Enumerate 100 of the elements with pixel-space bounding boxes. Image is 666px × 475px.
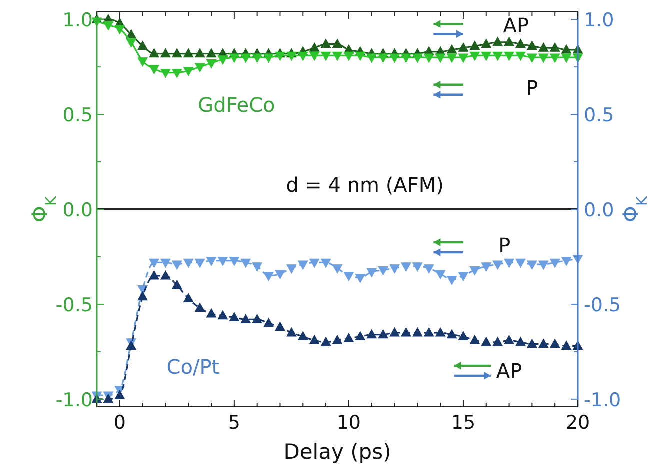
- point: [114, 25, 125, 34]
- point: [527, 260, 538, 270]
- point: [390, 264, 400, 274]
- point: [355, 274, 366, 284]
- point: [252, 54, 262, 63]
- point: [550, 42, 560, 52]
- point: [401, 262, 412, 272]
- point: [286, 52, 297, 61]
- point: [504, 335, 514, 344]
- point: [264, 318, 274, 328]
- point: [184, 293, 194, 303]
- point: [516, 38, 526, 48]
- point: [240, 54, 251, 63]
- y2-tick-label: -0.5: [584, 294, 622, 316]
- point: [481, 337, 492, 346]
- point: [344, 272, 354, 282]
- x-tick-label: 5: [228, 412, 240, 434]
- y-tick-label: -1.0: [56, 389, 93, 412]
- point: [149, 258, 160, 268]
- point: [538, 260, 549, 270]
- x-tick-label: 10: [336, 412, 362, 434]
- point: [436, 54, 446, 63]
- point: [527, 54, 538, 63]
- point: [206, 48, 217, 58]
- point: [436, 270, 446, 280]
- x-tick-label: 15: [451, 412, 476, 434]
- point: [206, 256, 217, 266]
- point: [538, 42, 549, 52]
- point: [160, 258, 171, 268]
- point: [562, 44, 572, 54]
- point: [275, 52, 286, 61]
- point: [195, 302, 206, 312]
- point: [138, 58, 148, 67]
- point: [470, 52, 480, 61]
- point: [458, 272, 469, 282]
- point: [310, 42, 320, 52]
- point: [366, 54, 377, 63]
- annotation: AP: [503, 13, 530, 38]
- point: [160, 48, 171, 58]
- point: [458, 42, 469, 52]
- point: [172, 260, 182, 270]
- point: [184, 258, 194, 268]
- x-axis-title: Delay (ps): [284, 440, 392, 464]
- point: [538, 339, 549, 348]
- annotation: P: [526, 76, 538, 100]
- point: [492, 260, 503, 270]
- point: [160, 270, 171, 280]
- point: [332, 335, 343, 344]
- point: [378, 330, 388, 339]
- point: [366, 330, 377, 339]
- point: [516, 258, 526, 268]
- point: [229, 312, 240, 322]
- point: [344, 333, 354, 342]
- point: [332, 264, 343, 274]
- point: [310, 52, 320, 61]
- y-tick-label: -0.5: [56, 294, 93, 316]
- point: [527, 40, 538, 50]
- point: [412, 328, 423, 337]
- point: [126, 38, 136, 48]
- point: [504, 37, 514, 46]
- point: [366, 268, 377, 278]
- point: [412, 262, 423, 272]
- point: [527, 339, 538, 348]
- point: [321, 38, 332, 48]
- point: [550, 339, 560, 348]
- point: [446, 330, 458, 339]
- point: [184, 48, 194, 58]
- point: [298, 260, 308, 270]
- point: [195, 48, 206, 58]
- point: [310, 335, 320, 344]
- y2-tick-label: 0.5: [584, 104, 614, 127]
- point: [492, 337, 503, 346]
- point: [458, 331, 469, 341]
- point: [195, 63, 206, 72]
- annotation: GdFeCo: [198, 93, 276, 118]
- point: [275, 270, 286, 280]
- point: [378, 54, 388, 63]
- point: [492, 37, 503, 46]
- point: [516, 337, 526, 346]
- point: [195, 258, 206, 268]
- point: [424, 54, 434, 63]
- point: [470, 266, 480, 276]
- point: [184, 67, 194, 76]
- point: [218, 310, 228, 320]
- point: [149, 270, 160, 280]
- point: [218, 256, 228, 266]
- point: [424, 264, 434, 274]
- point: [149, 48, 160, 58]
- point: [446, 44, 458, 54]
- point: [103, 394, 114, 404]
- point: [390, 328, 400, 337]
- point: [470, 40, 480, 50]
- y2-tick-label: 0.0: [584, 200, 614, 222]
- point: [298, 331, 308, 341]
- point: [114, 390, 125, 400]
- point: [390, 54, 400, 63]
- point: [504, 52, 514, 61]
- point: [240, 314, 251, 324]
- y-tick-label: 0.5: [62, 104, 93, 127]
- point: [103, 21, 114, 31]
